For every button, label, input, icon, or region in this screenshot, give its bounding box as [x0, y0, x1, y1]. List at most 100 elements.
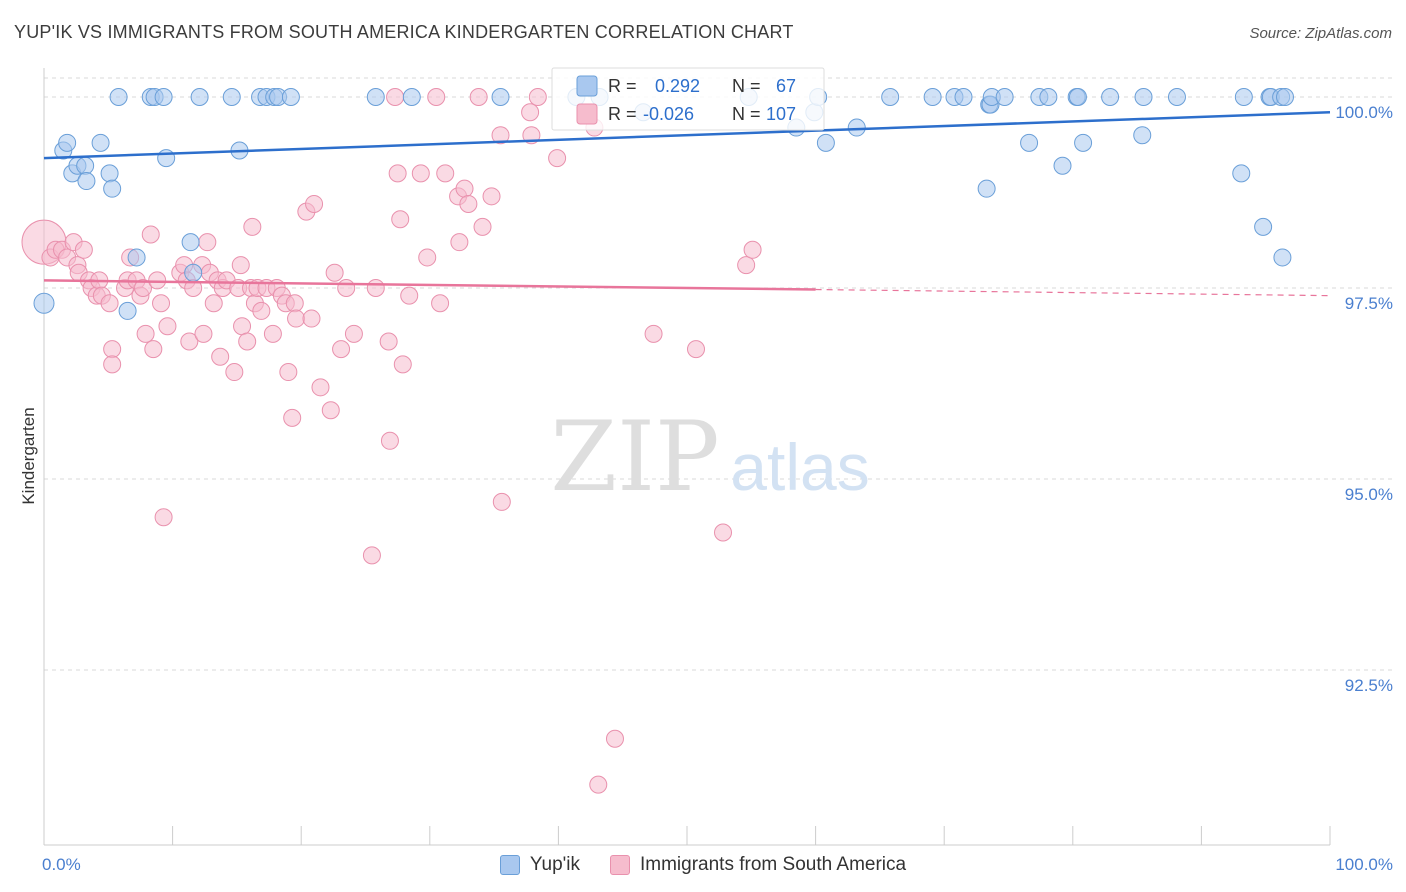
immigrants-point [158, 317, 177, 336]
immigrants-point [714, 523, 733, 542]
immigrants-point [252, 301, 271, 320]
immigrants-point [427, 88, 446, 106]
yupik-point [100, 164, 119, 183]
yupik-point [181, 233, 200, 252]
immigrants-point [548, 149, 567, 168]
gridlines: 92.5% 95.0% 97.5% 100.0% [44, 77, 1395, 695]
yupik-point [491, 88, 510, 106]
yupik-point [816, 133, 835, 152]
x-tick-label-max: 100.0% [1335, 855, 1393, 874]
stats-legend-box [551, 67, 825, 131]
stats-n-value-immigrants: 107 [766, 104, 796, 124]
immigrants-point [366, 279, 385, 297]
watermark: ZIP atlas [550, 401, 869, 513]
immigrants-point [344, 324, 363, 343]
stats-legend: R = 0.292 N = 67 R = -0.026 N = 107 [551, 67, 825, 131]
stats-swatch-yupik [576, 75, 598, 97]
immigrants-point [337, 279, 356, 297]
immigrants-point [74, 240, 93, 259]
stats-r-value-immigrants: -0.026 [643, 104, 694, 124]
yupik-point [281, 88, 300, 106]
yupik-point [58, 133, 77, 152]
yupik-point [127, 248, 146, 267]
x-tick-label-min: 0.0% [42, 855, 81, 874]
immigrants-point [605, 729, 624, 748]
stats-n-label-2: N = [732, 104, 761, 124]
legend-label-yupik: Yup'ik [529, 854, 580, 875]
stats-swatch-immigrants [576, 103, 598, 125]
yupik-point [954, 88, 973, 106]
stats-r-value-yupik: 0.292 [655, 76, 700, 96]
yupik-point [157, 149, 176, 168]
legend-item-yupik[interactable]: Yup'ik [499, 854, 580, 876]
yupik-point [1234, 88, 1253, 106]
yupik-point [1133, 126, 1152, 145]
immigrants-point [687, 340, 706, 359]
watermark-zip: ZIP [550, 401, 719, 513]
yupik-point [977, 179, 996, 198]
yupik-point [923, 88, 942, 106]
immigrants-point [379, 332, 398, 351]
yupik-point [847, 118, 866, 137]
immigrants-point [100, 294, 119, 313]
immigrants-point [431, 294, 450, 313]
immigrants-point [180, 332, 199, 351]
immigrants-point [380, 431, 399, 450]
yupik-point [1273, 248, 1292, 267]
immigrants-point [400, 286, 419, 305]
yupik-point [995, 88, 1014, 106]
immigrants-point [154, 508, 173, 527]
trend-lines [43, 111, 1331, 297]
immigrants-point [528, 88, 547, 106]
legend-label-immigrants: Immigrants from South America [640, 854, 907, 875]
trend-line-yupik [43, 111, 1331, 160]
legend-swatch-immigrants [610, 855, 630, 875]
immigrants-point [141, 225, 160, 244]
immigrants-point [362, 546, 381, 565]
yupik-point [91, 133, 110, 152]
yupik-point [881, 88, 900, 106]
immigrants-point [332, 340, 351, 359]
immigrants-point [743, 240, 762, 259]
legend-item-immigrants[interactable]: Immigrants from South America [610, 854, 906, 876]
yupik-point [1074, 133, 1093, 152]
stats-r-label-1: R = [608, 76, 637, 96]
immigrants-point [418, 248, 437, 267]
immigrants-point [521, 103, 540, 122]
yupik-point [109, 88, 128, 106]
immigrants-point [134, 279, 153, 297]
yupik-point [77, 172, 96, 191]
stats-n-label-1: N = [732, 76, 761, 96]
immigrants-point [589, 775, 608, 794]
immigrants-point [243, 217, 262, 236]
immigrants-point [473, 217, 492, 236]
yupik-point [1068, 88, 1087, 106]
immigrants-point [103, 355, 122, 374]
yupik-point [1134, 88, 1153, 106]
immigrants-point [279, 363, 298, 382]
immigrants-point [411, 164, 430, 183]
immigrants-point [450, 233, 469, 252]
yupik-point [190, 88, 209, 106]
immigrants-point [287, 309, 306, 328]
stats-r-label-2: R = [608, 104, 637, 124]
yupik-point [33, 292, 55, 314]
immigrants-point [225, 363, 244, 382]
yupik-point [366, 88, 385, 106]
immigrants-point [302, 309, 321, 328]
yupik-point [1167, 88, 1186, 106]
immigrants-point [198, 233, 217, 252]
immigrants-point [455, 179, 474, 198]
immigrants-point [144, 340, 163, 359]
legend-swatch-yupik [499, 855, 520, 875]
immigrants-point [148, 271, 167, 290]
immigrants-point [311, 378, 330, 397]
immigrants-point [285, 294, 304, 313]
stats-n-value-yupik: 67 [776, 76, 796, 96]
immigrants-point [194, 324, 213, 343]
immigrants-point [386, 88, 405, 106]
watermark-atlas: atlas [730, 430, 869, 504]
trend-line-immigrants-dashed [815, 288, 1331, 297]
y-tick-label: 97.5% [1345, 294, 1393, 313]
